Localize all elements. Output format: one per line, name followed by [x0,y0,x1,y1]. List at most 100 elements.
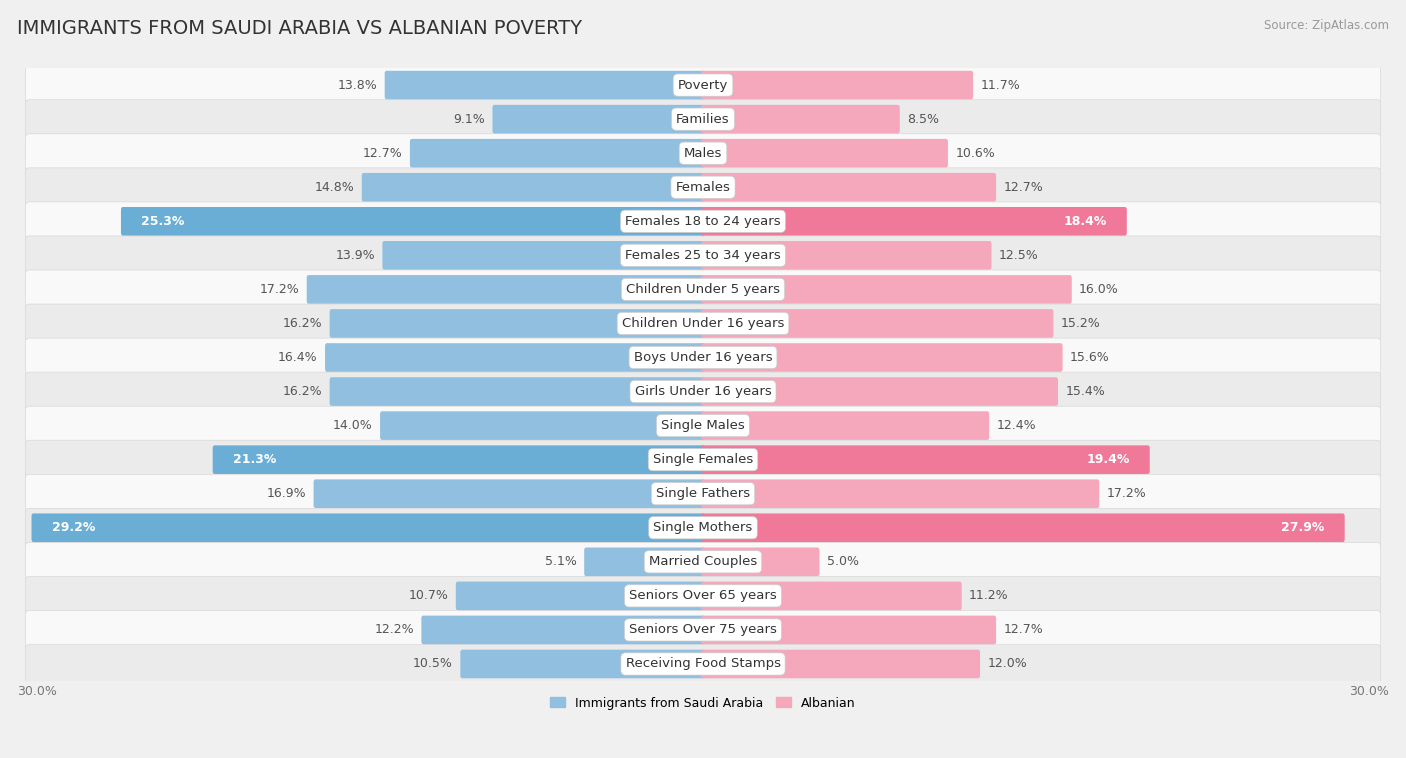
Text: 12.7%: 12.7% [363,147,402,160]
FancyBboxPatch shape [702,513,1344,542]
FancyBboxPatch shape [25,475,1381,513]
Text: 30.0%: 30.0% [17,685,58,698]
Text: 10.6%: 10.6% [955,147,995,160]
Text: 16.9%: 16.9% [267,487,307,500]
Text: Females 18 to 24 years: Females 18 to 24 years [626,215,780,228]
Text: 29.2%: 29.2% [52,522,96,534]
Text: 27.9%: 27.9% [1281,522,1324,534]
FancyBboxPatch shape [25,610,1381,650]
Text: 15.6%: 15.6% [1070,351,1109,364]
FancyBboxPatch shape [25,100,1381,139]
FancyBboxPatch shape [702,139,948,168]
FancyBboxPatch shape [411,139,704,168]
Legend: Immigrants from Saudi Arabia, Albanian: Immigrants from Saudi Arabia, Albanian [546,691,860,715]
FancyBboxPatch shape [702,275,1071,304]
FancyBboxPatch shape [212,446,704,474]
FancyBboxPatch shape [25,440,1381,479]
FancyBboxPatch shape [460,650,704,678]
Text: Males: Males [683,147,723,160]
FancyBboxPatch shape [25,304,1381,343]
FancyBboxPatch shape [702,547,820,576]
Text: Single Fathers: Single Fathers [657,487,749,500]
Text: 12.2%: 12.2% [374,623,413,637]
FancyBboxPatch shape [585,547,704,576]
FancyBboxPatch shape [385,70,704,99]
Text: Girls Under 16 years: Girls Under 16 years [634,385,772,398]
Text: Families: Families [676,113,730,126]
FancyBboxPatch shape [361,173,704,202]
FancyBboxPatch shape [380,412,704,440]
Text: 14.0%: 14.0% [333,419,373,432]
Text: 12.7%: 12.7% [1004,180,1043,194]
FancyBboxPatch shape [25,202,1381,241]
FancyBboxPatch shape [702,377,1057,406]
FancyBboxPatch shape [702,70,973,99]
FancyBboxPatch shape [702,615,995,644]
Text: 11.2%: 11.2% [969,590,1008,603]
FancyBboxPatch shape [25,372,1381,411]
Text: 5.0%: 5.0% [827,556,859,568]
FancyBboxPatch shape [25,543,1381,581]
Text: Boys Under 16 years: Boys Under 16 years [634,351,772,364]
Text: Married Couples: Married Couples [650,556,756,568]
FancyBboxPatch shape [702,581,962,610]
FancyBboxPatch shape [702,241,991,270]
FancyBboxPatch shape [25,644,1381,684]
Text: Source: ZipAtlas.com: Source: ZipAtlas.com [1264,19,1389,32]
FancyBboxPatch shape [382,241,704,270]
FancyBboxPatch shape [702,650,980,678]
Text: Females 25 to 34 years: Females 25 to 34 years [626,249,780,262]
Text: 25.3%: 25.3% [141,215,184,228]
Text: 21.3%: 21.3% [233,453,276,466]
FancyBboxPatch shape [329,377,704,406]
Text: 12.4%: 12.4% [997,419,1036,432]
Text: 16.4%: 16.4% [278,351,318,364]
Text: 17.2%: 17.2% [1107,487,1146,500]
FancyBboxPatch shape [702,173,995,202]
FancyBboxPatch shape [31,513,704,542]
FancyBboxPatch shape [702,105,900,133]
Text: 11.7%: 11.7% [980,79,1021,92]
Text: 13.9%: 13.9% [336,249,375,262]
Text: 12.0%: 12.0% [987,657,1028,671]
Text: 10.7%: 10.7% [409,590,449,603]
Text: Single Mothers: Single Mothers [654,522,752,534]
Text: 10.5%: 10.5% [413,657,453,671]
Text: Seniors Over 65 years: Seniors Over 65 years [628,590,778,603]
FancyBboxPatch shape [25,133,1381,173]
FancyBboxPatch shape [25,168,1381,207]
Text: Females: Females [675,180,731,194]
FancyBboxPatch shape [456,581,704,610]
FancyBboxPatch shape [329,309,704,338]
FancyBboxPatch shape [25,406,1381,445]
Text: 16.2%: 16.2% [283,385,322,398]
Text: 5.1%: 5.1% [546,556,576,568]
FancyBboxPatch shape [25,509,1381,547]
FancyBboxPatch shape [422,615,704,644]
FancyBboxPatch shape [25,338,1381,377]
FancyBboxPatch shape [121,207,704,236]
FancyBboxPatch shape [702,207,1126,236]
FancyBboxPatch shape [492,105,704,133]
Text: 13.8%: 13.8% [337,79,377,92]
FancyBboxPatch shape [25,236,1381,274]
Text: Children Under 5 years: Children Under 5 years [626,283,780,296]
Text: 16.2%: 16.2% [283,317,322,330]
Text: Receiving Food Stamps: Receiving Food Stamps [626,657,780,671]
Text: 30.0%: 30.0% [1348,685,1389,698]
FancyBboxPatch shape [25,576,1381,615]
FancyBboxPatch shape [25,270,1381,309]
FancyBboxPatch shape [702,309,1053,338]
Text: 19.4%: 19.4% [1087,453,1129,466]
Text: Poverty: Poverty [678,79,728,92]
Text: 8.5%: 8.5% [907,113,939,126]
FancyBboxPatch shape [702,412,990,440]
FancyBboxPatch shape [314,479,704,508]
FancyBboxPatch shape [702,343,1063,372]
FancyBboxPatch shape [307,275,704,304]
Text: 15.4%: 15.4% [1066,385,1105,398]
FancyBboxPatch shape [702,446,1150,474]
Text: Single Females: Single Females [652,453,754,466]
Text: 12.7%: 12.7% [1004,623,1043,637]
Text: 17.2%: 17.2% [260,283,299,296]
